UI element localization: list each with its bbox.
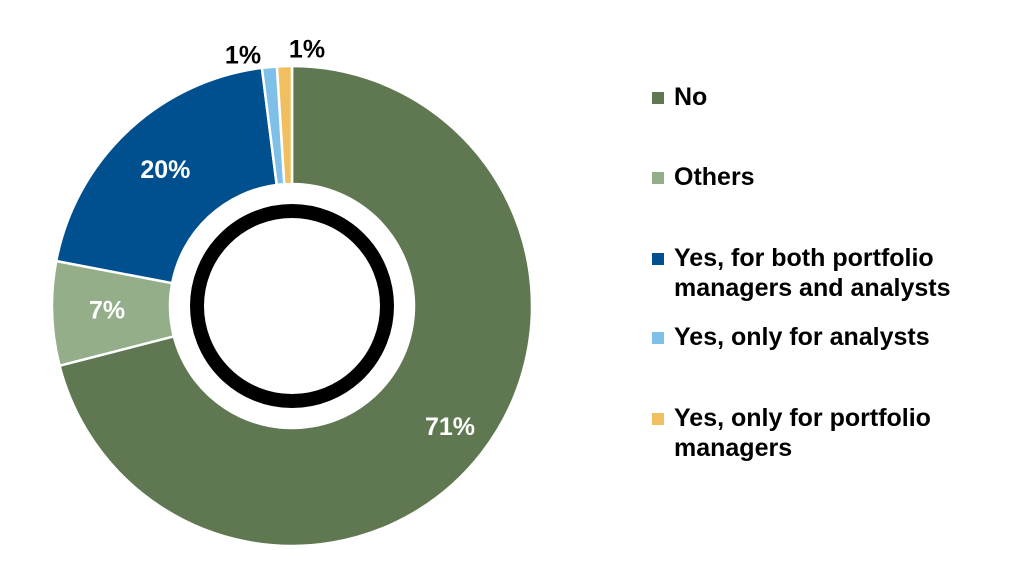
legend-swatch: [652, 253, 664, 265]
legend-label: No: [674, 83, 708, 111]
data-label: 1%: [289, 36, 325, 64]
legend-label: Yes, only for portfolio managers: [674, 404, 931, 462]
data-labels: 71% 7% 20% 1% 1%: [89, 36, 475, 442]
legend-swatch: [652, 413, 664, 425]
donut-slices: [50, 64, 534, 548]
data-label: 71%: [425, 413, 475, 441]
legend-swatch: [652, 172, 664, 184]
donut-slice-yes-only-for-portfolio-managers: [275, 64, 294, 186]
legend-label: Yes, only for analysts: [674, 323, 930, 351]
data-label: 20%: [140, 156, 190, 184]
data-label: 1%: [225, 42, 261, 70]
legend-label: Others: [674, 163, 755, 191]
legend-swatch: [652, 332, 664, 344]
legend-label: Yes, for both portfolio managers and ana…: [674, 244, 951, 302]
donut-slice-yes-for-both-portfolio-managers-and-analysts: [54, 66, 279, 285]
legend-swatch: [652, 92, 664, 104]
center-ring: [190, 204, 394, 408]
donut-slice-no: [58, 64, 534, 548]
data-label: 7%: [89, 296, 125, 324]
